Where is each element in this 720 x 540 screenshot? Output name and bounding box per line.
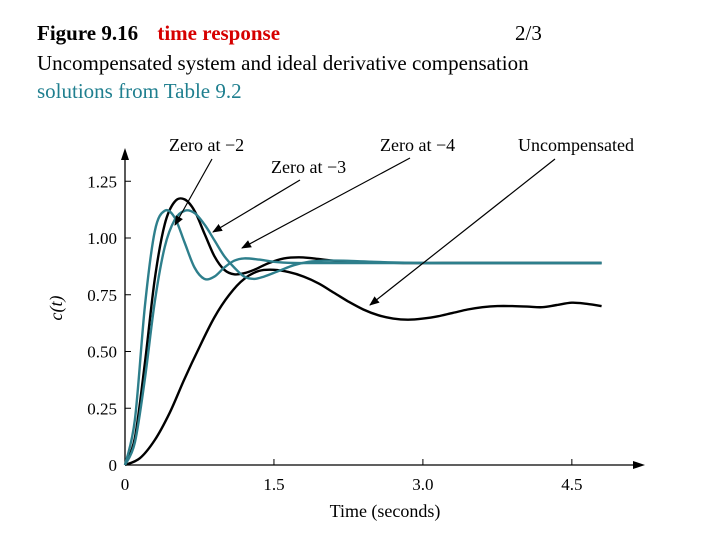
y-tick-label: 0 [109, 456, 118, 475]
figure-label: Figure 9.16 [37, 21, 139, 45]
annotation-arrow-icon [174, 158, 213, 226]
page-indicator: 2/3 [515, 21, 542, 45]
annotation-arrow-icon [241, 157, 411, 249]
x-tick-label: 0 [121, 475, 130, 494]
series-line-zero-at-4 [123, 208, 602, 466]
series-layer [123, 197, 602, 467]
y-axis-arrow-icon [121, 148, 129, 160]
series-line-uncompensated [124, 268, 602, 467]
figure-title-line: Figure 9.16 time response 2/3 [37, 21, 542, 45]
figure-topic: time response [157, 21, 281, 45]
source-note: solutions from Table 9.2 [37, 79, 242, 103]
x-tick-label: 1.5 [263, 475, 284, 494]
y-tick-label: 0.25 [87, 399, 117, 418]
y-tick-label: 1.00 [87, 229, 117, 248]
series-line-zero-at-3 [123, 209, 602, 466]
annotation-label-uncompensated: Uncompensated [518, 135, 634, 155]
figure-subtitle: Uncompensated system and ideal derivativ… [37, 51, 529, 75]
y-tick-label: 0.50 [87, 343, 117, 362]
annotation-arrow-icon [212, 179, 301, 233]
annotation-arrow-icon [369, 158, 556, 306]
annotation-label-zero-at-4: Zero at −4 [380, 135, 455, 155]
chart-axes: 0 1.5 3.0 4.5 0 0.25 0.50 0.75 1.00 1.25 Time (sec… [46, 148, 645, 522]
y-tick-label: 0.75 [87, 286, 117, 305]
series-line-zero-at-2 [123, 197, 602, 466]
y-tick-label: 1.25 [87, 172, 117, 191]
annotation-layer: Zero at −2 Zero at −3 Zero at −4 Uncompensa… [169, 135, 634, 306]
y-axis-title: c(t) [46, 296, 67, 321]
annotation-label-zero-at-3: Zero at −3 [271, 157, 346, 177]
x-axis-title: Time (seconds) [330, 501, 441, 522]
x-tick-label: 4.5 [561, 475, 582, 494]
x-tick-label: 3.0 [412, 475, 433, 494]
x-axis-arrow-icon [633, 461, 645, 469]
annotation-label-zero-at-2: Zero at −2 [169, 135, 244, 155]
